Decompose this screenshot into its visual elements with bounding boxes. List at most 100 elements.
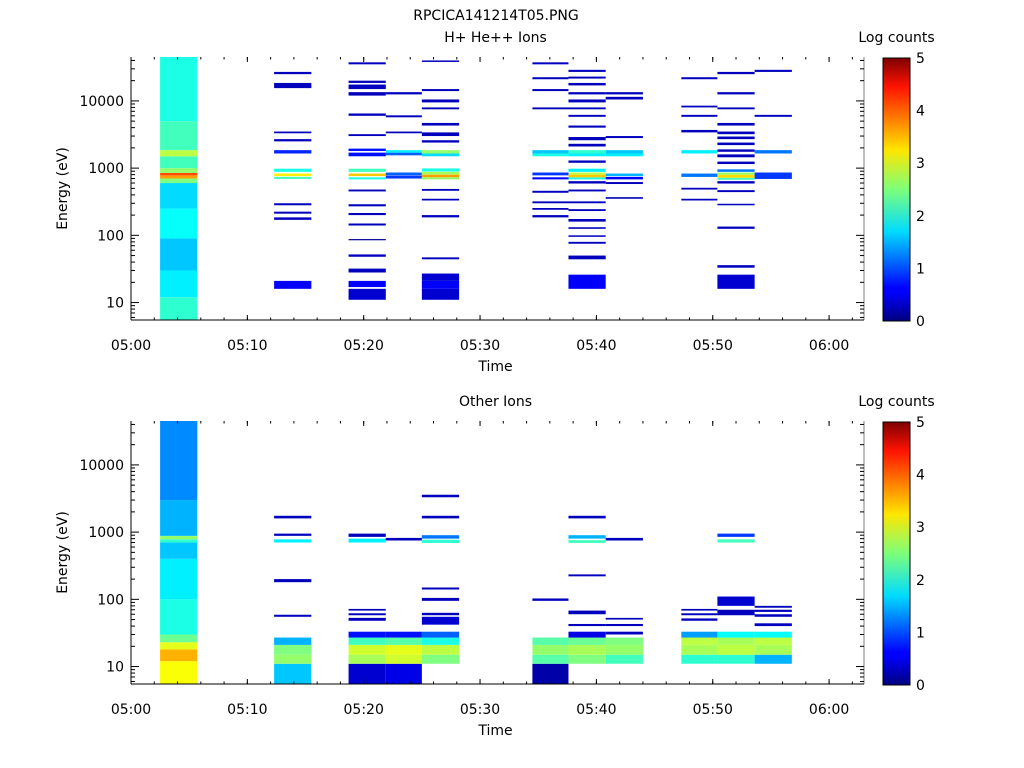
cell-col2-8 <box>348 538 386 543</box>
cell-col6-10 <box>568 177 606 180</box>
cell-col4-1 <box>421 280 460 289</box>
cell-col4-16 <box>421 107 460 110</box>
cell-col2-19 <box>348 62 386 65</box>
cell-col6-3 <box>568 235 606 237</box>
cell-col0-4 <box>160 183 198 209</box>
cell-col6-1 <box>568 255 606 260</box>
cell-col1-2 <box>274 644 312 655</box>
cell-col8-3 <box>681 150 718 154</box>
cell-col0-5 <box>160 558 198 600</box>
cell-col3-2 <box>385 152 422 156</box>
cell-col0-9 <box>160 156 198 169</box>
cell-col2-11 <box>348 168 386 172</box>
x-tick-label: 05:10 <box>227 702 267 718</box>
cell-col6-4 <box>568 623 606 627</box>
cell-col5-4 <box>532 177 569 180</box>
cell-col10-7 <box>754 605 792 608</box>
x-axis-label: Time <box>477 359 512 375</box>
colorbar-tick-label: 0 <box>916 678 925 694</box>
x-tick-label: 06:00 <box>809 338 849 354</box>
cell-col10-0 <box>754 172 792 179</box>
cell-col6-4 <box>568 227 606 229</box>
cell-col5-1 <box>532 208 569 210</box>
cell-col5-10 <box>532 77 569 80</box>
cell-col1-8 <box>274 515 312 519</box>
cell-col4-12 <box>421 150 460 154</box>
cell-col0-2 <box>160 642 198 650</box>
panel-title: H+ He++ Ions <box>444 30 547 46</box>
cell-col6-15 <box>568 153 606 157</box>
cell-col2-10 <box>348 173 386 177</box>
cell-col0-7 <box>160 172 198 176</box>
cell-col6-1 <box>568 644 606 655</box>
cell-col1-1 <box>274 217 312 220</box>
cell-col6-9 <box>568 181 606 184</box>
cell-col1-0 <box>274 663 312 684</box>
y-tick-label: 10 <box>106 296 124 312</box>
cell-col8-6 <box>681 105 718 108</box>
cell-col1-7 <box>274 150 312 154</box>
cell-col6-8 <box>568 189 606 192</box>
colorbar: Log counts 0 1 2 3 4 5 <box>858 30 934 330</box>
x-tick-label: 05:10 <box>227 338 267 354</box>
cell-col6-6 <box>568 574 606 577</box>
cell-col4-1 <box>421 644 460 655</box>
colorbar-tick-label: 5 <box>916 415 925 431</box>
cell-col0-10 <box>160 421 198 501</box>
x-axis-label: Time <box>477 723 512 739</box>
cell-col9-0 <box>717 654 755 664</box>
cell-col8-2 <box>681 637 718 645</box>
cell-col6-7 <box>568 540 606 543</box>
cell-col6-24 <box>568 82 606 86</box>
x-tick-label: 06:00 <box>809 702 849 718</box>
cell-col8-5 <box>681 114 718 117</box>
colorbar-tick-label: 1 <box>916 261 925 277</box>
cell-col5-8 <box>532 107 569 110</box>
cell-col6-5 <box>568 610 606 615</box>
cell-col10-6 <box>754 609 792 612</box>
cell-col0-10 <box>160 150 198 157</box>
x-tick-label: 05:20 <box>344 338 384 354</box>
cell-col8-3 <box>681 631 718 638</box>
y-tick-label: 100 <box>97 228 124 244</box>
x-tick-label: 05:40 <box>576 702 616 718</box>
cell-col10-1 <box>754 150 792 154</box>
cell-col1-0 <box>274 280 312 289</box>
cell-col2-18 <box>348 80 386 83</box>
cell-col1-4 <box>274 176 312 179</box>
cell-col7-0 <box>605 197 643 199</box>
cell-col6-9 <box>568 515 606 519</box>
cell-col5-6 <box>532 153 569 157</box>
cell-col5-7 <box>532 150 569 154</box>
cell-col2-14 <box>348 134 386 137</box>
cell-col10-4 <box>754 623 792 627</box>
cell-col0-3 <box>160 208 198 239</box>
colorbar-tick-label: 2 <box>916 209 925 225</box>
cell-col10-2 <box>754 637 792 645</box>
cell-col2-4 <box>348 239 386 241</box>
cell-col5-3 <box>532 637 569 645</box>
cell-col7-3 <box>605 631 643 635</box>
cell-col2-12 <box>348 152 386 157</box>
cell-col2-2 <box>348 268 386 273</box>
cell-col4-8 <box>421 539 460 543</box>
cell-col8-1 <box>681 187 718 190</box>
cell-col2-0 <box>348 288 386 300</box>
cell-col9-4 <box>717 190 755 193</box>
cell-col5-0 <box>532 663 569 684</box>
cell-col1-1 <box>274 654 312 664</box>
cell-col2-15 <box>348 113 386 116</box>
cell-col10-1 <box>754 644 792 655</box>
cell-col9-18 <box>717 92 755 95</box>
cell-col9-0 <box>717 274 755 289</box>
cell-col9-4 <box>717 609 755 616</box>
cell-col0-5 <box>160 178 198 184</box>
cell-col3-3 <box>385 150 422 153</box>
cell-col2-7 <box>348 204 386 207</box>
cell-col2-13 <box>348 148 386 151</box>
cell-col6-17 <box>568 143 606 147</box>
cell-col8-6 <box>681 608 718 611</box>
cell-col10-5 <box>754 614 792 617</box>
cell-col4-11 <box>421 153 460 157</box>
cell-col9-3 <box>717 631 755 638</box>
